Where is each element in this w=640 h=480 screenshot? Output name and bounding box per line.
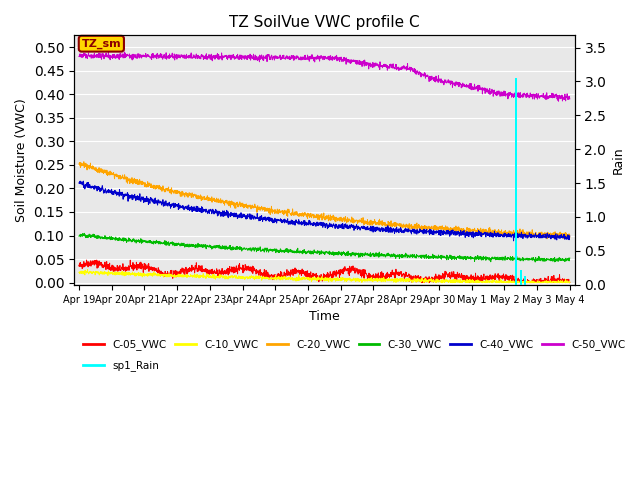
Y-axis label: Soil Moisture (VWC): Soil Moisture (VWC) xyxy=(15,98,28,222)
Y-axis label: Rain: Rain xyxy=(612,146,625,174)
Legend: sp1_Rain: sp1_Rain xyxy=(79,356,164,376)
Text: TZ_sm: TZ_sm xyxy=(81,38,121,49)
Bar xyxy=(515,78,516,285)
Bar xyxy=(520,270,522,285)
Bar xyxy=(524,276,525,285)
Title: TZ SoilVue VWC profile C: TZ SoilVue VWC profile C xyxy=(229,15,420,30)
X-axis label: Time: Time xyxy=(309,310,340,324)
